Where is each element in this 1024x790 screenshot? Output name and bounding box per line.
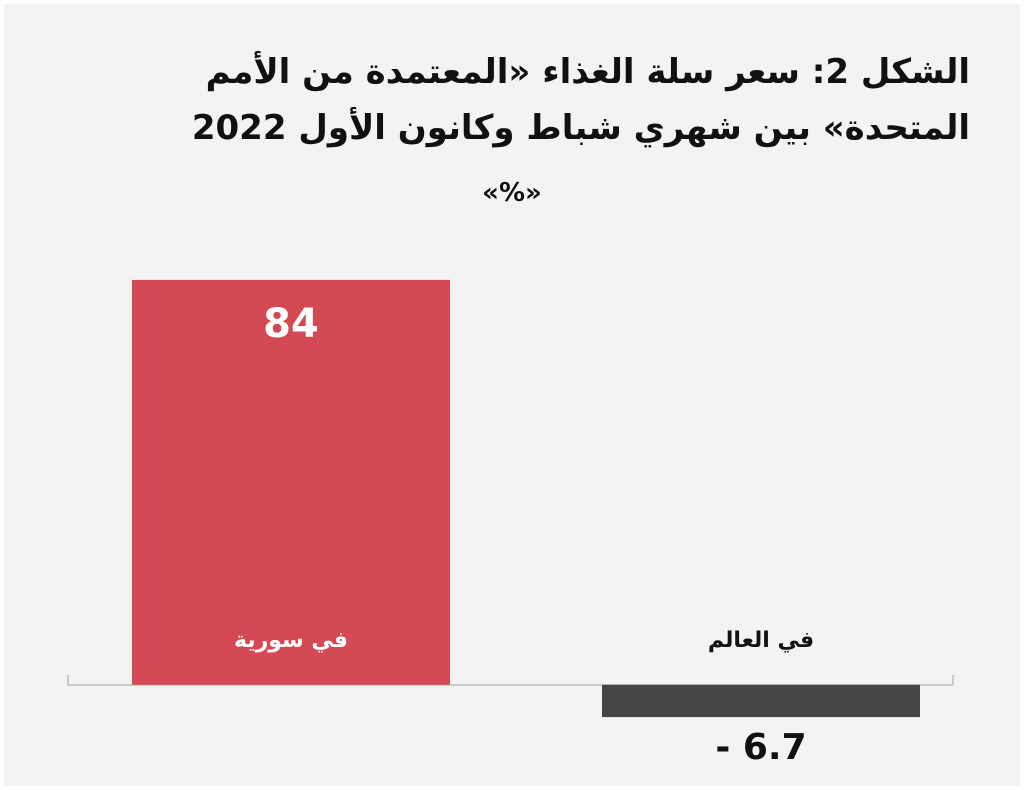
- category-label: في سورية: [234, 628, 348, 653]
- bar: [132, 279, 450, 685]
- bar: [602, 684, 920, 718]
- chart-subtitle: «%»: [482, 178, 542, 208]
- category-label: في العالم: [708, 628, 814, 653]
- value-label: - 6.7: [715, 727, 806, 768]
- value-label: 84: [263, 301, 319, 347]
- chart-title: الشكل 2: سعر سلة الغذاء «المعتمدة من الأ…: [191, 52, 970, 148]
